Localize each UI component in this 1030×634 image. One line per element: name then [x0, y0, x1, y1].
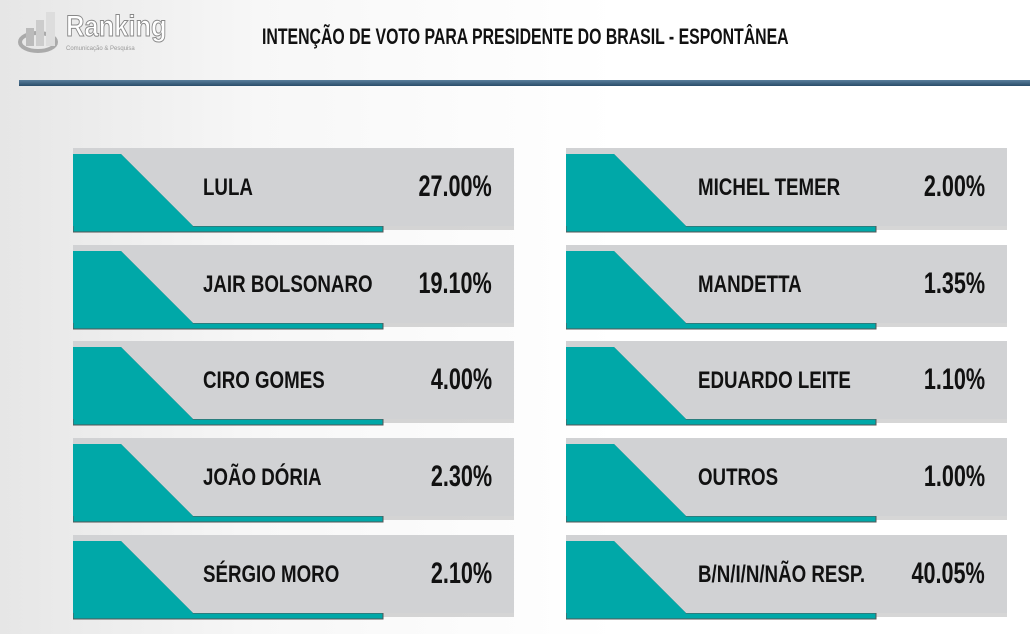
card-shape [566, 535, 1007, 620]
card-shape [566, 438, 1007, 523]
card-shape [566, 245, 1007, 330]
candidate-name: JAIR BOLSONARO [203, 271, 373, 298]
candidate-card: OUTROS 1.00% [566, 438, 1007, 523]
candidate-name: OUTROS [698, 464, 779, 491]
candidate-name: EDUARDO LEITE [698, 367, 851, 394]
card-shape [73, 438, 514, 523]
candidate-name: CIRO GOMES [203, 367, 325, 394]
candidate-card: MICHEL TEMER 2.00% [566, 148, 1007, 233]
page-title: INTENÇÃO DE VOTO PARA PRESIDENTE DO BRAS… [262, 24, 789, 49]
candidate-name: JOÃO DÓRIA [203, 464, 322, 491]
vote-percentage: 1.10% [923, 363, 985, 396]
candidate-card: MANDETTA 1.35% [566, 245, 1007, 330]
logo-subtitle: Comunicação & Pesquisa [66, 46, 135, 52]
candidate-card: JAIR BOLSONARO 19.10% [73, 245, 514, 330]
vote-percentage: 1.00% [923, 460, 985, 493]
candidate-name: LULA [203, 174, 253, 201]
vote-percentage: 1.35% [923, 267, 985, 300]
card-shape [73, 148, 514, 233]
logo-bars-icon [18, 12, 58, 53]
card-shape [73, 245, 514, 330]
vote-percentage: 4.00% [430, 363, 492, 396]
ranking-logo: Ranking Comunicação & Pesquisa [18, 10, 168, 58]
candidate-card: EDUARDO LEITE 1.10% [566, 341, 1007, 426]
vote-percentage: 2.10% [430, 557, 492, 590]
vote-percentage: 40.05% [911, 557, 985, 590]
header-divider [19, 80, 1030, 86]
candidate-card: CIRO GOMES 4.00% [73, 341, 514, 426]
candidate-name: SÉRGIO MORO [203, 561, 340, 588]
candidate-card: SÉRGIO MORO 2.10% [73, 535, 514, 620]
candidate-name: MANDETTA [698, 271, 802, 298]
card-shape [73, 535, 514, 620]
card-shape [566, 341, 1007, 426]
candidate-card: B/N/I/N/NÃO RESP. 40.05% [566, 535, 1007, 620]
logo-text: Ranking [66, 10, 167, 43]
candidate-name: B/N/I/N/NÃO RESP. [698, 561, 866, 588]
vote-percentage: 19.10% [418, 267, 492, 300]
vote-percentage: 27.00% [418, 170, 492, 203]
card-shape [73, 341, 514, 426]
candidate-card: JOÃO DÓRIA 2.30% [73, 438, 514, 523]
candidate-card: LULA 27.00% [73, 148, 514, 233]
candidate-name: MICHEL TEMER [698, 174, 841, 201]
card-shape [566, 148, 1007, 233]
vote-percentage: 2.00% [923, 170, 985, 203]
vote-percentage: 2.30% [430, 460, 492, 493]
